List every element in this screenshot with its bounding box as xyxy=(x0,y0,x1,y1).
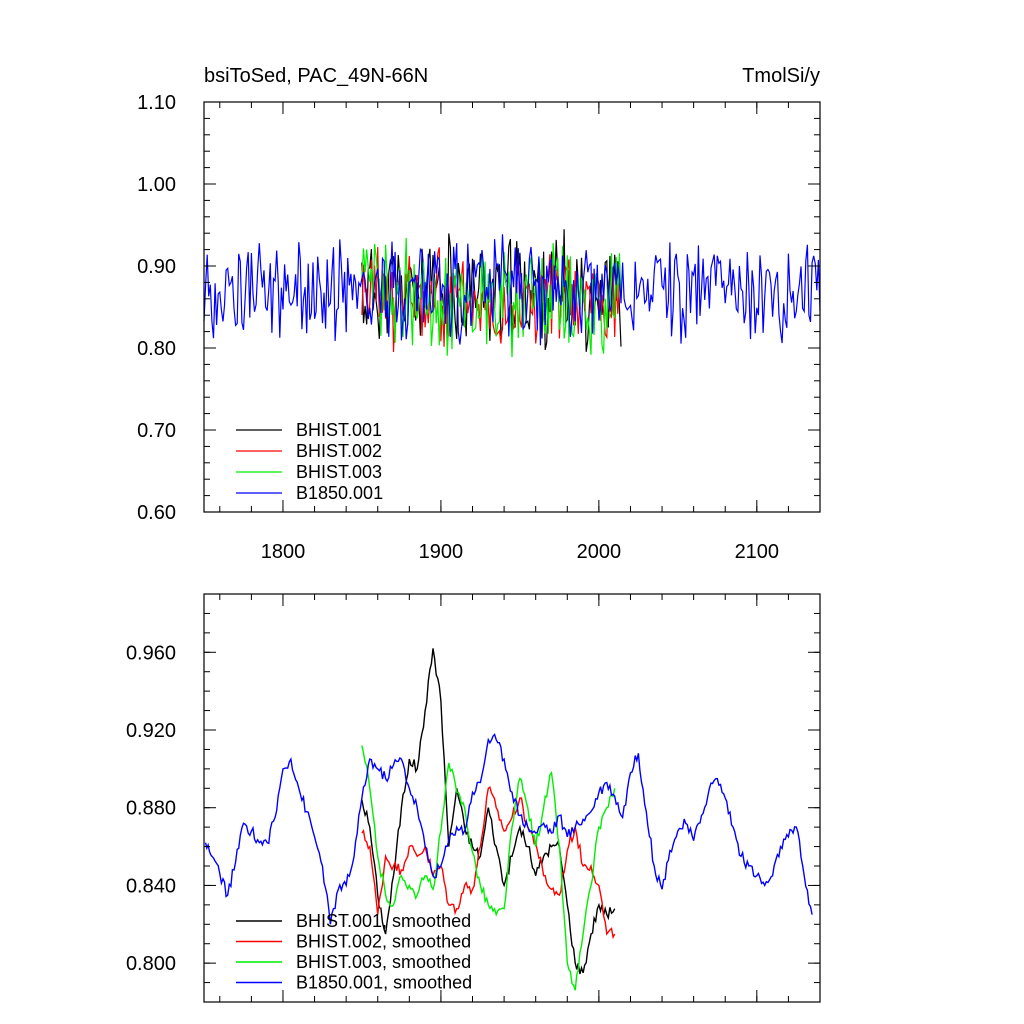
y-tick-label: 0.960 xyxy=(126,642,176,664)
y-tick-label: 0.60 xyxy=(137,502,176,524)
series-line-bhist-001-smoothed xyxy=(361,648,616,975)
legend-label: BHIST.002, smoothed xyxy=(296,932,471,952)
x-tick-label: 1900 xyxy=(419,541,464,563)
series-line-b1850-001-smoothed xyxy=(204,733,813,925)
plot-frame xyxy=(203,101,821,513)
series-line-bhist-003-smoothed xyxy=(361,745,616,991)
y-tick-label: 0.920 xyxy=(126,720,176,742)
y-tick-label: 0.800 xyxy=(126,953,176,975)
x-tick-label: 1800 xyxy=(261,541,306,563)
y-tick-label: 1.00 xyxy=(137,174,176,196)
legend-label: BHIST.001, smoothed xyxy=(296,911,471,931)
units-label: TmolSi/y xyxy=(742,65,820,87)
y-tick-label: 1.10 xyxy=(137,92,176,114)
y-tick-label: 0.80 xyxy=(137,338,176,360)
legend-label: B1850.001 xyxy=(296,483,383,503)
x-tick-label: 2100 xyxy=(735,541,780,563)
series-line-bhist-002-smoothed xyxy=(361,786,616,940)
chart-title: bsiToSed, PAC_49N-66N xyxy=(204,65,428,87)
top-panel: bsiToSed, PAC_49N-66N TmolSi/y 0.60 0.70 0… xyxy=(137,65,821,563)
x-tick-label: 2000 xyxy=(577,541,622,563)
legend-label: B1850.001, smoothed xyxy=(296,973,472,993)
bottom-panel: 0.800 0.840 0.880 0.920 0.960 BHIST.001, smoo… xyxy=(126,593,821,1003)
plot-frame xyxy=(203,593,821,1003)
y-tick-label: 0.880 xyxy=(126,798,176,820)
legend-label: BHIST.002 xyxy=(296,441,382,461)
legend-label: BHIST.001 xyxy=(296,420,382,440)
series-line-b1850-001 xyxy=(203,234,821,346)
y-tick-label: 0.840 xyxy=(126,875,176,897)
legend-label: BHIST.003 xyxy=(296,462,382,482)
y-tick-label: 0.70 xyxy=(137,420,176,442)
y-tick-label: 0.90 xyxy=(137,256,176,278)
legend-label: BHIST.003, smoothed xyxy=(296,952,471,972)
